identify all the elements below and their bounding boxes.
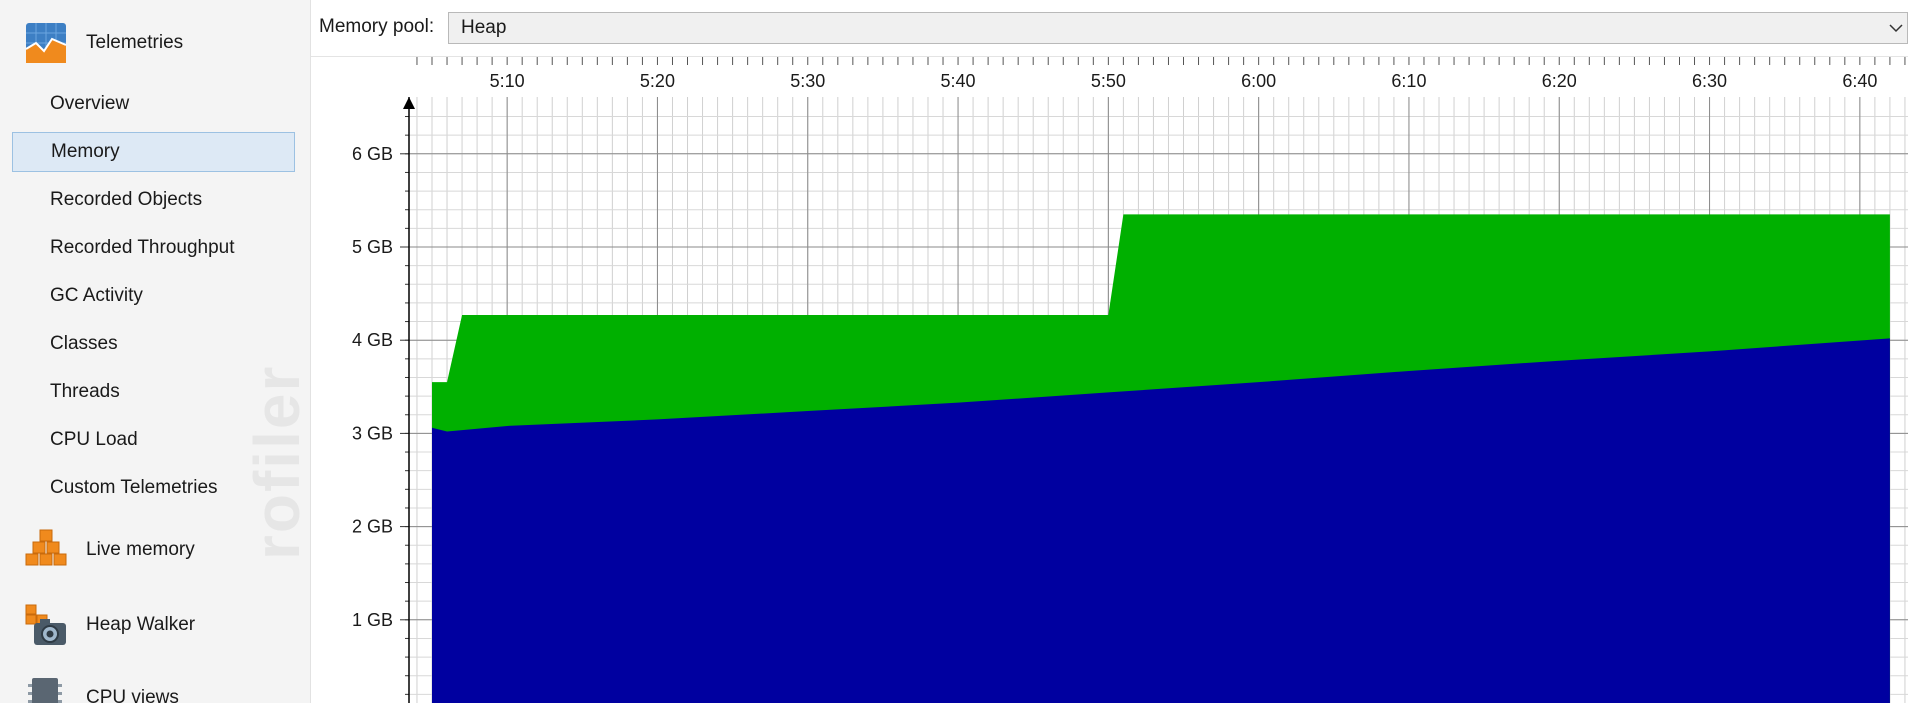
chevron-down-icon [1889, 24, 1903, 33]
x-tick-label: 5:30 [790, 71, 825, 91]
x-tick-label: 5:50 [1091, 71, 1126, 91]
cpu-views-icon [28, 678, 62, 703]
memory-chart[interactable]: 5:10 5:20 5:30 5:40 5:50 6:00 6:10 6:20 6:30 6:40… [311, 57, 1908, 703]
sidebar-item-custom-telemetries[interactable]: Custom Telemetries [50, 477, 218, 498]
section-label: CPU views [86, 687, 179, 703]
y-tick-label: 2 GB [352, 517, 393, 537]
section-label: Live memory [86, 539, 195, 560]
x-tick-label: 6:10 [1391, 71, 1426, 91]
series-area-blue [432, 338, 1890, 703]
section-label: Heap Walker [86, 614, 196, 635]
y-tick-label: 6 GB [352, 144, 393, 164]
x-tick-label: 5:10 [490, 71, 525, 91]
section-cpu-views[interactable]: CPU views [22, 672, 179, 703]
x-tick-label: 6:30 [1692, 71, 1727, 91]
y-tick-label: 3 GB [352, 423, 393, 443]
section-live-memory[interactable]: Live memory [22, 524, 195, 576]
sidebar-item-memory[interactable]: Memory [12, 132, 295, 172]
sidebar-item-threads[interactable]: Threads [50, 381, 120, 402]
y-tick-label: 4 GB [352, 330, 393, 350]
toolbar: Memory pool: Heap [311, 0, 1908, 57]
memory-pool-select[interactable]: Heap [448, 12, 1908, 44]
x-tick-label: 6:40 [1842, 71, 1877, 91]
sidebar-item-overview[interactable]: Overview [50, 93, 130, 114]
sidebar-item-gc-activity[interactable]: GC Activity [50, 285, 143, 306]
sidebar: Telemetries Overview Memory Recorded Obj… [0, 0, 311, 703]
y-axis-arrow-icon [403, 97, 415, 109]
x-tick-label: 5:20 [640, 71, 675, 91]
watermark: rofiler [241, 364, 311, 560]
y-tick-label: 1 GB [352, 610, 393, 630]
section-heap-walker[interactable]: Heap Walker [22, 599, 195, 651]
sidebar-item-recorded-throughput[interactable]: Recorded Throughput [50, 237, 235, 258]
y-tick-label: 5 GB [352, 237, 393, 257]
x-tick-label: 6:20 [1542, 71, 1577, 91]
x-tick-label: 5:40 [941, 71, 976, 91]
heap-walker-icon [25, 604, 66, 645]
live-memory-icon [25, 529, 67, 566]
section-label: Telemetries [86, 32, 184, 53]
section-telemetries[interactable]: Telemetries [22, 17, 183, 69]
memory-pool-value: Heap [461, 17, 507, 38]
x-tick-label: 6:00 [1241, 71, 1276, 91]
memory-pool-label: Memory pool: [319, 16, 435, 37]
telemetries-icon [25, 23, 67, 63]
sidebar-item-cpu-load[interactable]: CPU Load [50, 429, 138, 450]
sidebar-item-recorded-objects[interactable]: Recorded Objects [50, 189, 203, 210]
sidebar-item-classes[interactable]: Classes [50, 333, 118, 354]
